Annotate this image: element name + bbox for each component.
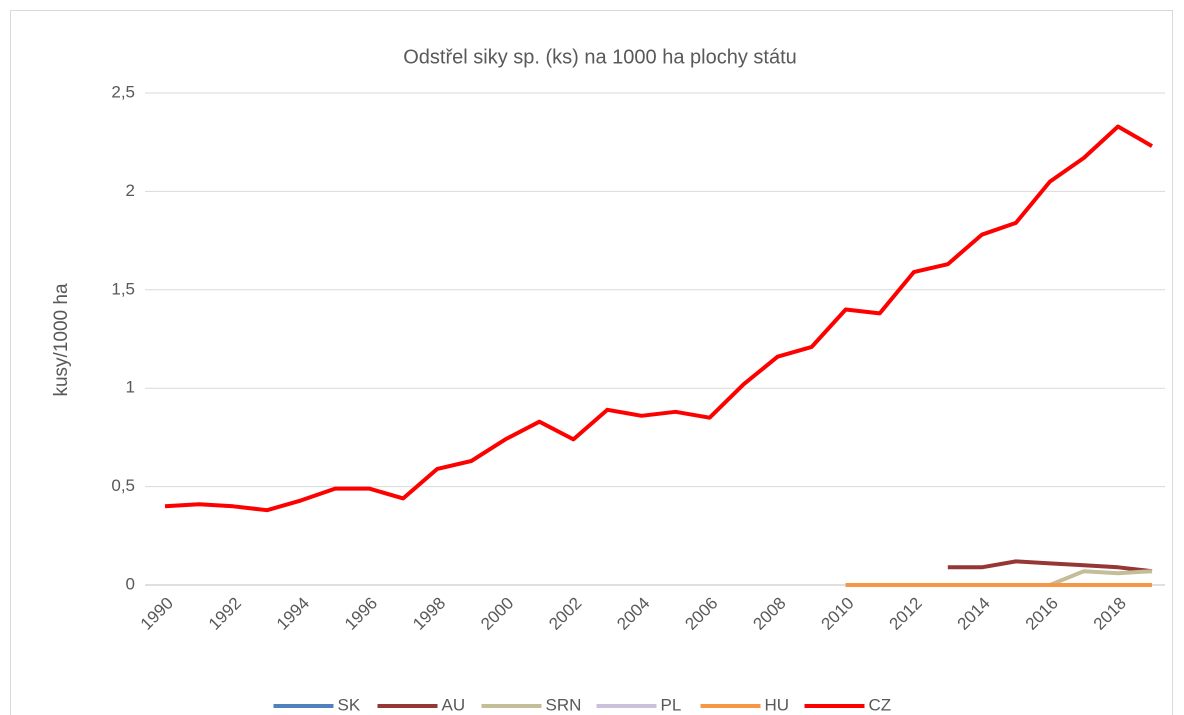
legend-label: SRN: [546, 695, 582, 714]
series-line: [164, 124, 1153, 513]
y-tick-label: 2,5: [111, 82, 135, 101]
series-line: [947, 559, 1153, 574]
y-tick-label: 1: [126, 378, 135, 397]
chart-border: [10, 10, 1173, 715]
y-tick-label: 1,5: [111, 279, 135, 298]
legend-label: CZ: [869, 695, 892, 714]
y-tick-label: 2: [126, 181, 135, 200]
y-axis-label: kusy/1000 ha: [51, 283, 72, 396]
legend-label: PL: [661, 695, 682, 714]
legend-label: AU: [442, 695, 466, 714]
y-tick-label: 0: [126, 574, 135, 593]
y-tick-label: 0,5: [111, 476, 135, 495]
legend-label: SK: [338, 695, 361, 714]
legend-label: HU: [765, 695, 790, 714]
chart-title: Odstřel siky sp. (ks) na 1000 ha plochy …: [403, 46, 797, 68]
